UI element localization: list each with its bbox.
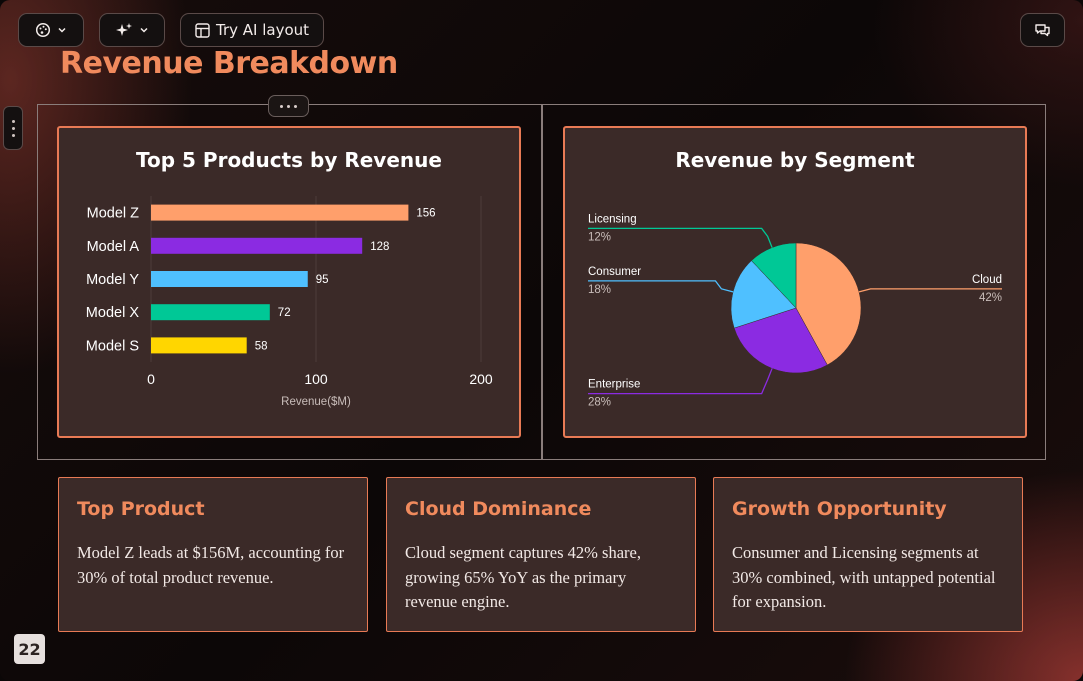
leader-line bbox=[588, 368, 773, 395]
pie-value-label: 42% bbox=[979, 292, 1002, 304]
pie-value-label: 12% bbox=[588, 231, 611, 243]
pie-label: Consumer bbox=[588, 266, 641, 278]
data-label: 128 bbox=[370, 241, 389, 253]
bar-chart-title: Top 5 Products by Revenue bbox=[136, 148, 442, 172]
layout-icon bbox=[195, 22, 210, 38]
bar bbox=[151, 204, 409, 221]
insight-card-growth-opportunity: Growth Opportunity Consumer and Licensin… bbox=[713, 477, 1023, 632]
comment-icon bbox=[1034, 23, 1051, 38]
pie-value-label: 28% bbox=[588, 397, 611, 409]
palette-icon bbox=[35, 22, 51, 38]
insight-card-cloud-dominance: Cloud Dominance Cloud segment captures 4… bbox=[386, 477, 696, 632]
bar bbox=[151, 237, 363, 254]
data-label: 156 bbox=[416, 208, 435, 220]
y-tick-label: Model X bbox=[86, 305, 140, 321]
ai-options-button[interactable] bbox=[99, 13, 165, 47]
pie-chart-title: Revenue by Segment bbox=[675, 148, 915, 172]
leader-line bbox=[588, 227, 773, 248]
y-tick-label: Model Y bbox=[86, 272, 139, 288]
leader-line bbox=[588, 280, 734, 293]
comments-button[interactable] bbox=[1020, 13, 1065, 47]
sparkles-icon bbox=[115, 22, 133, 38]
side-drag-handle[interactable] bbox=[3, 106, 23, 150]
try-ai-layout-button[interactable]: Try AI layout bbox=[180, 13, 324, 47]
insight-title: Cloud Dominance bbox=[405, 498, 592, 520]
data-label: 72 bbox=[278, 307, 291, 319]
pie-chart-card: Revenue by Segment Cloud 42% Enterprise 28%… bbox=[563, 126, 1027, 438]
y-tick-label: Model Z bbox=[87, 206, 140, 222]
page-title: Revenue Breakdown bbox=[60, 46, 398, 81]
leader-line bbox=[858, 288, 1002, 293]
x-tick-label: 100 bbox=[304, 371, 328, 387]
pie-value-label: 18% bbox=[588, 284, 611, 296]
chevron-down-icon bbox=[139, 25, 149, 35]
chevron-down-icon bbox=[57, 25, 67, 35]
theme-button[interactable] bbox=[18, 13, 84, 47]
pie-slice bbox=[730, 260, 797, 329]
insight-title: Top Product bbox=[77, 498, 205, 520]
top-drag-handle[interactable] bbox=[268, 95, 309, 117]
pie-chart: Cloud 42% Enterprise 28% Consumer 18% Licensin… bbox=[588, 213, 1002, 409]
bar bbox=[151, 271, 308, 287]
try-ai-layout-label: Try AI layout bbox=[215, 21, 310, 39]
x-tick-label: 200 bbox=[469, 371, 493, 387]
container-divider bbox=[541, 105, 543, 459]
insight-text: Cloud segment captures 42% share, growin… bbox=[405, 543, 641, 611]
x-tick-label: 0 bbox=[147, 371, 155, 387]
insight-text: Consumer and Licensing segments at 30% c… bbox=[732, 543, 996, 611]
bar bbox=[151, 337, 247, 354]
chart-container bbox=[37, 104, 1046, 460]
pie-label: Enterprise bbox=[588, 379, 640, 391]
data-label: 95 bbox=[316, 274, 329, 286]
insight-text: Model Z leads at $156M, accounting for 3… bbox=[77, 543, 345, 587]
page-number-badge[interactable]: 22 bbox=[14, 634, 45, 664]
bar-chart: 0 100 200 Model Z 156 Model A 128 Model Y 95 Mode… bbox=[86, 196, 493, 408]
x-axis-label: Revenue($M) bbox=[281, 396, 351, 408]
insight-card-top-product: Top Product Model Z leads at $156M, acco… bbox=[58, 477, 368, 632]
y-tick-label: Model S bbox=[86, 338, 139, 354]
bar-chart-card: Top 5 Products by Revenue 0 100 200 Model Z… bbox=[57, 126, 521, 438]
insight-title: Growth Opportunity bbox=[732, 498, 947, 520]
pie-label: Licensing bbox=[588, 213, 637, 225]
bar bbox=[151, 304, 270, 321]
pie-label: Cloud bbox=[972, 274, 1002, 286]
data-label: 58 bbox=[255, 340, 268, 352]
y-tick-label: Model A bbox=[87, 239, 140, 255]
